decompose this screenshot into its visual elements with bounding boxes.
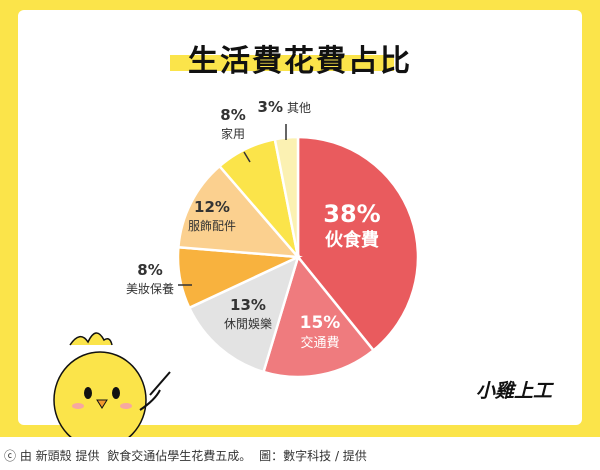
slice-percent-label: 8% <box>137 261 162 279</box>
slice-category-label: 服飾配件 <box>188 219 236 233</box>
slice-category-label: 交通費 <box>300 335 339 351</box>
slice-percent-label: 3% <box>258 98 283 116</box>
slice-category-label: 美妝保養 <box>126 281 174 296</box>
slice-percent-label: 12% <box>194 198 230 216</box>
slice-category-label: 伙食費 <box>325 229 379 251</box>
slice-percent-label: 8% <box>220 106 245 124</box>
pie-slice <box>261 254 376 379</box>
caption-source: ⓒ 由 新頭殼 提供 <box>4 449 100 463</box>
caption-credit: 圖：數字科技 / 提供 <box>259 449 367 463</box>
brand-logo: 小雞上工 <box>476 380 553 402</box>
chick-mascot-icon <box>53 332 171 437</box>
slice-percent-label: 15% <box>300 313 341 333</box>
pie-slice <box>296 135 420 353</box>
slice-category-label: 其他 <box>287 101 311 115</box>
image-caption: ⓒ 由 新頭殼 提供 飲食交通佔學生花費五成。 圖：數字科技 / 提供 <box>4 447 598 464</box>
slice-percent-label: 13% <box>230 296 266 314</box>
slice-percent-label: 38% <box>323 200 380 228</box>
chart-title: 生活費花費占比 <box>188 44 412 79</box>
leader-line <box>243 151 251 163</box>
title-highlight <box>170 55 394 71</box>
title-area: 生活費花費占比 <box>0 36 600 80</box>
caption-text: 飲食交通佔學生花費五成。 <box>107 449 252 463</box>
pie-slice <box>177 164 301 259</box>
pie-slice <box>187 254 300 374</box>
slice-category-label: 家用 <box>221 126 245 141</box>
slice-category-label: 休閒娛樂 <box>224 316 272 331</box>
